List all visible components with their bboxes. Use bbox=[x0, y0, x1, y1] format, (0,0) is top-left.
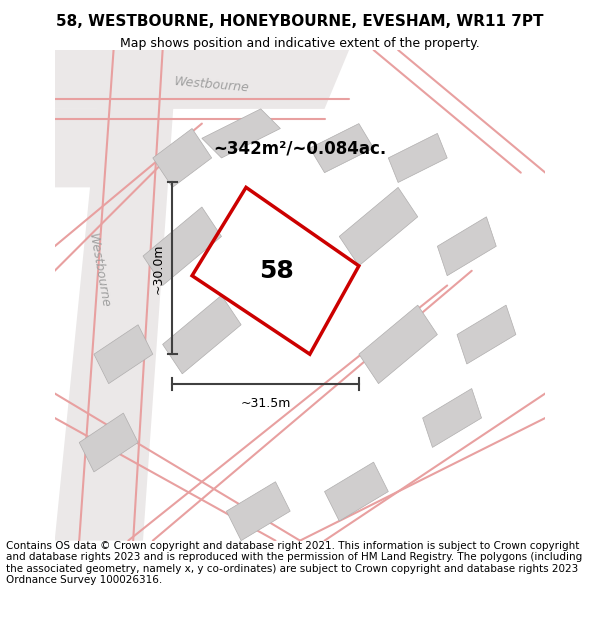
Polygon shape bbox=[339, 188, 418, 266]
Text: ~342m²/~0.084ac.: ~342m²/~0.084ac. bbox=[214, 139, 386, 157]
Polygon shape bbox=[388, 133, 447, 182]
Text: Westbourne: Westbourne bbox=[86, 232, 112, 309]
Polygon shape bbox=[437, 217, 496, 276]
Polygon shape bbox=[226, 482, 290, 541]
Polygon shape bbox=[325, 462, 388, 521]
Text: ~30.0m: ~30.0m bbox=[151, 243, 164, 294]
Polygon shape bbox=[310, 124, 374, 172]
Polygon shape bbox=[55, 109, 163, 188]
Polygon shape bbox=[202, 109, 280, 158]
Text: Contains OS data © Crown copyright and database right 2021. This information is : Contains OS data © Crown copyright and d… bbox=[6, 541, 582, 586]
Polygon shape bbox=[457, 305, 516, 364]
Polygon shape bbox=[422, 389, 482, 448]
Polygon shape bbox=[79, 413, 138, 472]
Polygon shape bbox=[153, 129, 212, 188]
Polygon shape bbox=[55, 50, 349, 109]
Text: Westbourne: Westbourne bbox=[173, 74, 250, 94]
Text: 58, WESTBOURNE, HONEYBOURNE, EVESHAM, WR11 7PT: 58, WESTBOURNE, HONEYBOURNE, EVESHAM, WR… bbox=[56, 14, 544, 29]
Polygon shape bbox=[94, 325, 153, 384]
Text: Map shows position and indicative extent of the property.: Map shows position and indicative extent… bbox=[120, 38, 480, 51]
Polygon shape bbox=[359, 305, 437, 384]
Polygon shape bbox=[143, 207, 221, 286]
Text: ~31.5m: ~31.5m bbox=[241, 397, 291, 410]
Polygon shape bbox=[163, 295, 241, 374]
Polygon shape bbox=[55, 50, 178, 541]
Text: 58: 58 bbox=[259, 259, 294, 282]
